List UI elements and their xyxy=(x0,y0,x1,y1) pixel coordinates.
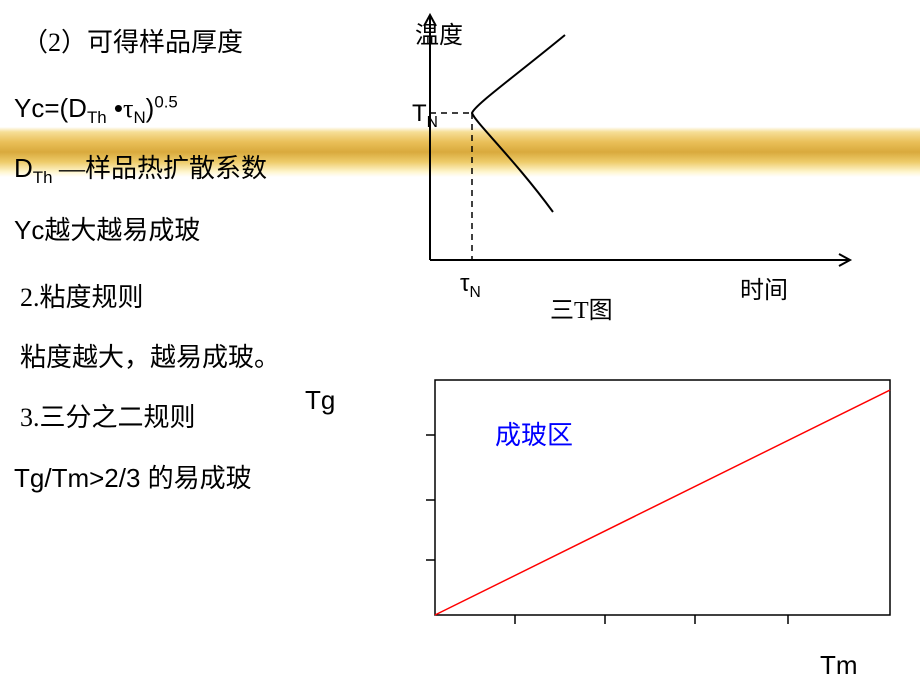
temperature-axis-label: 温度 xyxy=(415,15,463,50)
tgtm-chart: Tg 成玻区 Tm xyxy=(390,375,920,685)
tn-y-label: TN xyxy=(412,100,438,132)
formula-dot: • xyxy=(107,93,123,123)
ttt-caption: 三T图 xyxy=(550,290,613,325)
formula-sub: Th xyxy=(87,108,107,127)
formula-yc: Yc=(DTh •τN)0.5 xyxy=(14,90,178,130)
dth-sub: Th xyxy=(33,168,53,187)
taun-x-label: τN xyxy=(460,270,481,302)
glass-region-label: 成玻区 xyxy=(495,415,573,452)
yc-rule-rest: 越大越易成玻 xyxy=(44,216,200,245)
tm-axis-label: Tm xyxy=(820,650,858,681)
dth-desc-text: —样品热扩散系数 xyxy=(53,154,268,183)
formula-sub-n: N xyxy=(133,108,145,127)
yc-rule: Yc越大越易成玻 xyxy=(14,212,200,249)
taun-sub: N xyxy=(469,284,480,301)
rule3-title: 3.三分之二规则 xyxy=(20,400,196,436)
tn-y-main: T xyxy=(412,100,427,127)
rule2-title: 2.粘度规则 xyxy=(20,280,144,316)
formula-exp: 0.5 xyxy=(154,92,177,111)
dth-definition: DTh —样品热扩散系数 xyxy=(14,150,267,190)
formula-text: Yc=(D xyxy=(14,93,87,123)
time-axis-label: 时间 xyxy=(740,270,788,305)
section-title: （2）可得样品厚度 xyxy=(22,25,243,61)
dth-symbol: D xyxy=(14,153,33,183)
rule2-desc: 粘度越大，越易成玻。 xyxy=(20,340,280,376)
tn-y-sub: N xyxy=(427,114,438,131)
tg-axis-label: Tg xyxy=(305,385,335,416)
tgtm-svg xyxy=(390,375,910,635)
rule3-desc: Tg/Tm>2/3 的易成玻 xyxy=(14,460,252,497)
ttt-diagram: 温度 TN τN 时间 三T图 xyxy=(410,10,870,320)
formula-tau: τ xyxy=(123,94,133,123)
